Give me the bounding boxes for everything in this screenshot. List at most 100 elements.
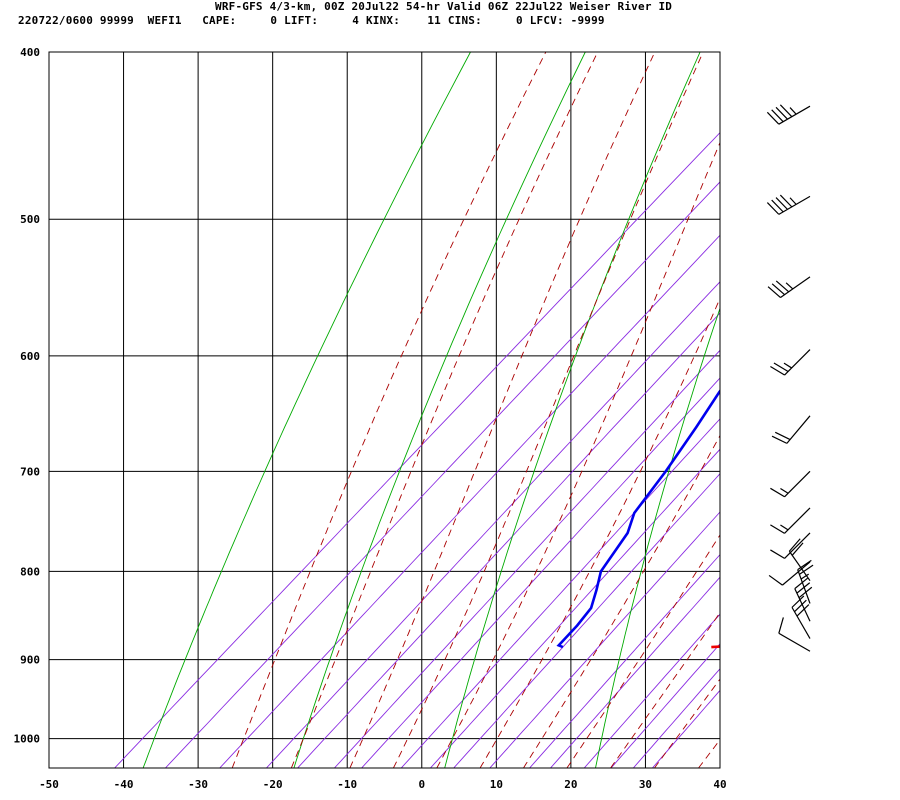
wind-barb-flag — [768, 574, 783, 586]
mixing-ratio-line — [114, 131, 720, 768]
wind-barb-shaft — [778, 195, 811, 215]
dewpoint-profile — [556, 388, 720, 649]
wind-barb-half-flag — [789, 107, 797, 115]
wind-barb-flag — [766, 111, 780, 125]
wind-barb — [766, 104, 811, 125]
axis-tick-labels: -50 -40 -30 -20 -10 0 10 20 30 40 400 500 600 700 800 9… — [14, 46, 727, 791]
x-tick-label: 20 — [564, 778, 577, 791]
sounding-profiles — [556, 388, 720, 649]
x-tick-label: -40 — [114, 778, 134, 791]
mixing-ratio-line — [453, 473, 720, 768]
wind-barb — [768, 561, 811, 586]
sounding-indices: 220722/0600 99999 WEFI1 CAPE: 0 LIFT: 4 … — [18, 14, 605, 27]
wind-barb — [791, 595, 811, 639]
pressure-tick-label: 900 — [20, 654, 40, 667]
wind-barb-shaft — [778, 632, 811, 652]
wind-barb-half-flag — [800, 573, 810, 580]
wind-barb-shaft — [780, 276, 811, 299]
chart-title: WRF-GFS 4/3-km, 00Z 20Jul22 54-hr Valid … — [215, 0, 673, 13]
mixing-ratio-line — [297, 312, 720, 768]
wind-barb — [771, 415, 811, 444]
mixing-ratio-line — [529, 553, 720, 768]
wind-barb-flag — [799, 564, 814, 575]
moist-adiabat-line — [654, 678, 720, 768]
wind-barb — [794, 577, 813, 622]
wind-barb-shaft — [784, 470, 811, 498]
wind-barb-flag — [773, 362, 789, 372]
wind-barb — [767, 276, 811, 299]
wind-barb-flag — [770, 366, 785, 376]
reference-lines — [114, 52, 900, 768]
wind-barb-flag — [771, 435, 788, 444]
mixing-ratio-line — [550, 576, 720, 768]
wind-barb-flag — [770, 549, 785, 559]
x-tick-label: 40 — [713, 778, 726, 791]
x-tick-label: 10 — [490, 778, 503, 791]
wind-barb-shaft — [797, 569, 811, 604]
mixing-ratio-line — [632, 668, 720, 768]
wind-barb-flag — [796, 582, 811, 594]
dry-adiabat-line — [595, 306, 720, 768]
wind-barb-flag — [779, 104, 793, 118]
mixing-ratio-line — [334, 349, 720, 768]
wind-barb-shaft — [778, 105, 811, 125]
pressure-tick-label: 600 — [20, 350, 40, 363]
wind-barb-shaft — [786, 415, 811, 444]
wind-barb-flag — [775, 280, 790, 293]
moist-adiabat-line — [566, 534, 720, 768]
moist-adiabat-line — [231, 52, 547, 768]
wind-barb — [770, 470, 811, 498]
mixing-ratio-line — [583, 613, 720, 768]
pressure-tick-label: 800 — [20, 565, 40, 578]
wind-barb-flag — [796, 604, 810, 617]
pressure-tick-label: 400 — [20, 46, 40, 59]
wind-barb-flag — [774, 431, 791, 441]
moist-adiabat-line — [698, 739, 720, 768]
wind-barb-flag — [771, 199, 784, 213]
wind-barbs — [766, 104, 814, 652]
moist-adiabat-line — [479, 297, 720, 768]
x-tick-label: -50 — [39, 778, 59, 791]
wind-barb — [797, 559, 814, 604]
mixing-ratio-line — [489, 511, 720, 768]
wind-barb-flag — [770, 524, 785, 534]
wind-barb — [778, 617, 811, 652]
wind-barb-flag — [797, 559, 812, 571]
wind-barb — [766, 194, 811, 215]
mixing-ratio-line — [165, 181, 720, 768]
wind-barb-half-flag — [783, 362, 792, 369]
wind-barb-flag — [791, 595, 805, 608]
wind-barb-flag — [771, 109, 784, 123]
mixing-ratio-line — [652, 689, 720, 768]
mixing-ratio-line — [430, 448, 720, 768]
pressure-tick-label: 700 — [20, 465, 40, 478]
x-tick-label: -20 — [263, 778, 283, 791]
wind-barb-flag — [778, 617, 784, 634]
wind-barb-half-flag — [780, 524, 789, 531]
wind-barb-flag — [779, 194, 793, 208]
wind-barb-half-flag — [785, 282, 794, 290]
mixing-ratio-line — [610, 643, 720, 768]
dry-adiabat-line — [746, 52, 900, 768]
wind-barb-flag — [767, 286, 781, 298]
wind-barb-flag — [766, 202, 780, 215]
moist-adiabat-line — [392, 52, 704, 768]
plot-frame — [48, 51, 721, 769]
wind-barb-flag — [788, 538, 801, 552]
dry-adiabat-line — [293, 52, 586, 768]
wind-barb-shaft — [782, 561, 811, 586]
mixing-ratio-line — [266, 281, 720, 768]
wind-barb-half-flag — [780, 487, 789, 494]
moist-adiabat-line — [610, 611, 720, 768]
moist-adiabat-line — [349, 52, 656, 768]
wind-barb-shaft — [784, 532, 811, 559]
dry-adiabat-line — [142, 52, 471, 768]
x-tick-label: 30 — [639, 778, 652, 791]
wind-barb-flag — [775, 106, 788, 120]
wind-barb — [770, 532, 811, 559]
wind-barb-shaft — [784, 349, 811, 376]
dry-adiabat-line — [444, 52, 701, 768]
wind-barb-shaft — [791, 607, 811, 639]
mixing-ratio-line — [361, 377, 720, 768]
